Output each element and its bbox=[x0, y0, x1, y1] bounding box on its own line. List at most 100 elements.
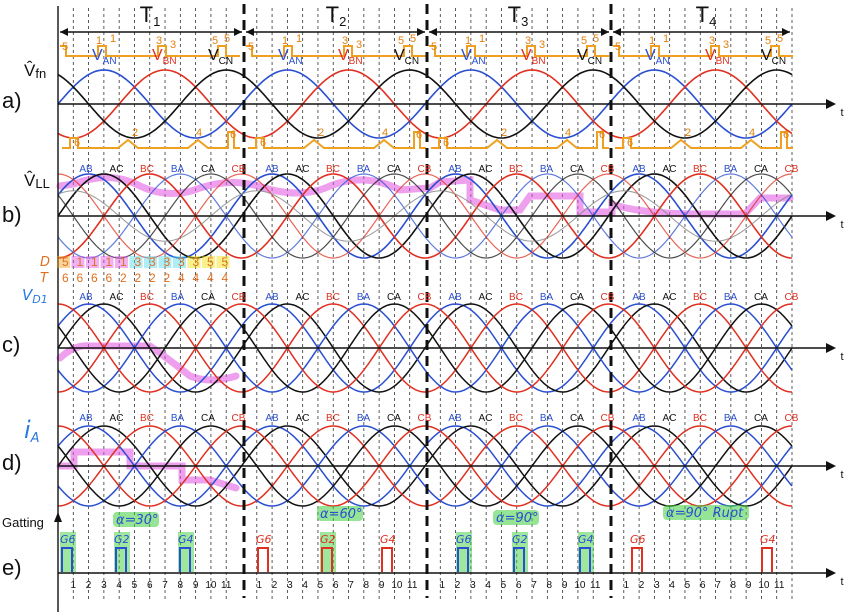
line-voltage-label: AB bbox=[632, 413, 646, 424]
lower-sequence-number: 6 bbox=[599, 129, 605, 141]
gate-label: G4 bbox=[380, 533, 396, 546]
line-voltage-label: CA bbox=[387, 164, 401, 175]
upper-sequence-number: 1 bbox=[663, 33, 669, 45]
line-voltage-label: CA bbox=[201, 413, 215, 424]
row-label-d: d) bbox=[2, 450, 22, 475]
line-voltage-label: CB bbox=[232, 413, 246, 424]
lower-sequence-number: 4 bbox=[196, 127, 202, 139]
gate-label: G6 bbox=[60, 533, 76, 546]
waveform-curves bbox=[57, 69, 793, 507]
line-voltage-label: BC bbox=[140, 292, 154, 303]
line-voltage-label: CB bbox=[232, 292, 246, 303]
row-label-c: c) bbox=[2, 332, 20, 357]
sector-tick-label: 7 bbox=[715, 580, 721, 591]
sector-tick-label: 6 bbox=[147, 580, 153, 591]
dt-d-value: 1 bbox=[77, 255, 84, 269]
dt-t-value: 4 bbox=[222, 271, 229, 285]
phase-label: VAN bbox=[278, 47, 303, 67]
lower-sequence-number: 6 bbox=[230, 129, 236, 141]
upper-sequence-number: 5 bbox=[224, 33, 230, 45]
dt-d-value: 3 bbox=[149, 255, 156, 269]
line-voltage-label: BA bbox=[540, 292, 554, 303]
sector-tick-label: 6 bbox=[333, 580, 339, 591]
sector-tick-label: 3 bbox=[101, 580, 107, 591]
phase-label-number: 5 bbox=[398, 35, 404, 47]
phase-label: VAN bbox=[92, 47, 117, 67]
line-voltage-label: AC bbox=[663, 413, 677, 424]
orange-lower-steps bbox=[615, 131, 793, 149]
dt-t-value: 6 bbox=[91, 271, 98, 285]
dt-t-value: 4 bbox=[207, 271, 214, 285]
sector-tick-label: 8 bbox=[731, 580, 737, 591]
dt-d-value: 3 bbox=[178, 255, 185, 269]
gate-pulse bbox=[61, 547, 73, 572]
sector-tick-label: 9 bbox=[379, 580, 385, 591]
sector-tick-label: 3 bbox=[470, 580, 476, 591]
line-voltage-label: CA bbox=[570, 292, 584, 303]
line-voltage-label: AC bbox=[479, 164, 493, 175]
phase-label-number: 1 bbox=[96, 35, 102, 47]
lower-sequence-number: 6 bbox=[74, 137, 80, 149]
sector-tick-label: 4 bbox=[302, 580, 308, 591]
sector-tick-label: 4 bbox=[116, 580, 122, 591]
orange-lower-steps bbox=[431, 131, 609, 149]
period-arrow-head bbox=[782, 28, 790, 36]
sector-tick-label: 2 bbox=[272, 580, 278, 591]
line-voltage-label: AB bbox=[448, 413, 462, 424]
dt-highlight bbox=[71, 256, 85, 268]
phase-label: VCN bbox=[577, 47, 602, 67]
sector-tick-label: 2 bbox=[455, 580, 461, 591]
axis-d-arrow bbox=[826, 461, 836, 471]
upper-sequence-number: 5 bbox=[62, 41, 68, 53]
dt-highlight bbox=[115, 256, 128, 268]
alpha-highlight bbox=[317, 506, 363, 521]
gate-pulse bbox=[321, 547, 333, 572]
gate-pulse bbox=[115, 547, 127, 572]
axes bbox=[54, 6, 836, 612]
line-voltage-label: CB bbox=[785, 413, 799, 424]
line-voltage-label: CA bbox=[570, 164, 584, 175]
period-arrow-head bbox=[601, 28, 609, 36]
upper-sequence-number: 5 bbox=[593, 33, 599, 45]
phase-label-number: 1 bbox=[649, 35, 655, 47]
wave-row-curve-5 bbox=[57, 303, 793, 393]
sector-tick-label: 11 bbox=[221, 580, 232, 591]
dt-highlight bbox=[129, 256, 143, 268]
line-voltage-label: CB bbox=[601, 413, 615, 424]
gate-pulse bbox=[513, 547, 525, 572]
line-voltage-label: BC bbox=[326, 413, 340, 424]
line-voltage-label: BC bbox=[140, 164, 154, 175]
phase-label: VCN bbox=[761, 47, 786, 67]
phase-label: VCN bbox=[394, 47, 419, 67]
upper-sequence-number: 5 bbox=[615, 41, 621, 53]
line-voltage-label: BC bbox=[326, 292, 340, 303]
dt-highlight bbox=[86, 256, 99, 268]
dt-t-value: 2 bbox=[120, 271, 127, 285]
dt-t-value: 2 bbox=[135, 271, 142, 285]
axis-label-gatting: Gatting bbox=[2, 515, 44, 530]
orange-upper-steps bbox=[429, 45, 609, 57]
line-voltage-label: AB bbox=[448, 164, 462, 175]
lower-sequence-number: 6 bbox=[260, 137, 266, 149]
period-arrow-head bbox=[417, 28, 425, 36]
line-voltage-label: AB bbox=[79, 292, 93, 303]
phase-label-number: 5 bbox=[212, 35, 218, 47]
sector-tick-label: 3 bbox=[654, 580, 660, 591]
line-voltage-label: BC bbox=[693, 413, 707, 424]
sector-tick-label: 11 bbox=[774, 580, 785, 591]
line-voltage-label: CA bbox=[387, 413, 401, 424]
period-arrow-head bbox=[613, 28, 621, 36]
axis-label-vll: V̂LL bbox=[24, 170, 50, 191]
gate-pulse bbox=[257, 547, 269, 572]
line-voltage-label: BA bbox=[171, 292, 185, 303]
sector-tick-label: 4 bbox=[669, 580, 675, 591]
orange-lower-steps bbox=[62, 131, 240, 149]
sector-tick-label: 1 bbox=[71, 580, 77, 591]
line-voltage-label: BC bbox=[509, 292, 523, 303]
line-voltage-label: AB bbox=[265, 164, 279, 175]
line-voltage-label: BA bbox=[724, 164, 738, 175]
line-voltage-label: BA bbox=[724, 413, 738, 424]
axis-t-label: t bbox=[840, 351, 843, 363]
